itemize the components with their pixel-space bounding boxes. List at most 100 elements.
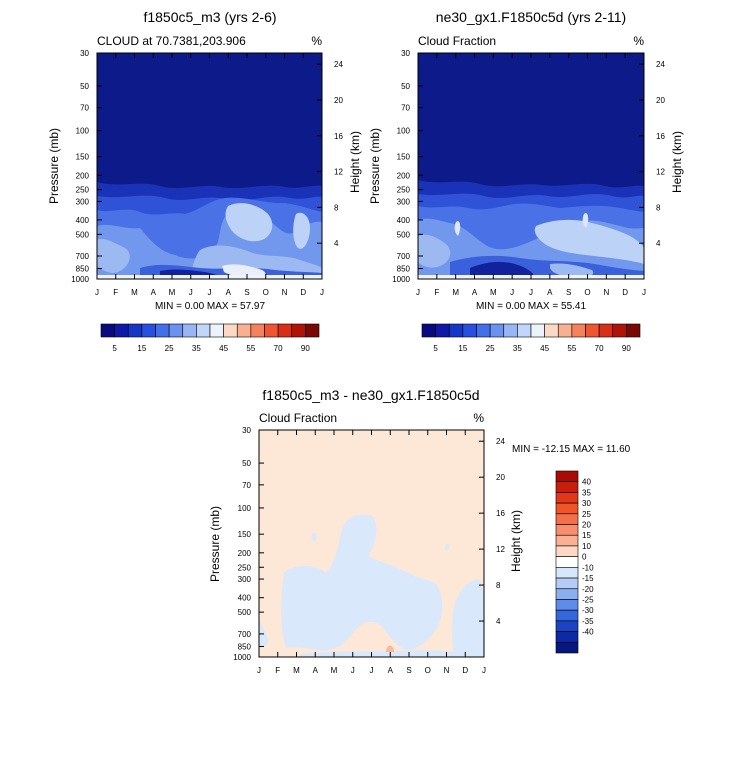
colorbar-box (555, 599, 579, 611)
colorbar-label: 20 (582, 521, 591, 530)
x-tick-label: S (244, 288, 249, 297)
contour-fill (311, 532, 317, 542)
colorbar-box (503, 323, 518, 338)
colorbar-box (555, 567, 579, 579)
x-tick-label: O (263, 288, 269, 297)
y-tick-label: 850 (397, 265, 411, 274)
right-panel-title: ne30_gx1.F1850c5d (yrs 2-11) (436, 9, 626, 25)
colorbar-box (168, 323, 184, 338)
difference-panel: f1850c5_m3 - ne30_gx1.F1850c5d Cloud Fra… (208, 387, 631, 675)
y-tick-label: 300 (76, 197, 90, 206)
right-panel-subtitle: Cloud Fraction (418, 34, 496, 48)
colorbar-label: 35 (582, 488, 591, 497)
x-tick-label: D (622, 288, 628, 297)
x-tick-label: F (275, 666, 280, 675)
diff-min-max: MIN = -12.15 MAX = 11.60 (512, 444, 631, 455)
y-tick-label: 1000 (233, 653, 251, 662)
left-panel-subtitle: CLOUD at 70.7381,203.906 (97, 34, 246, 48)
x-tick-label: N (444, 666, 450, 675)
colorbar-box (544, 323, 559, 338)
y-tick-label: 150 (238, 530, 252, 539)
left-panel-title: f1850c5_m3 (yrs 2-6) (143, 9, 276, 25)
colorbar-box (530, 323, 545, 338)
left-panel: f1850c5_m3 (yrs 2-6) CLOUD at 70.7381,20… (47, 9, 362, 353)
x-tick-label: M (293, 666, 300, 675)
colorbar-box (555, 620, 579, 632)
colorbar-label: 70 (595, 344, 604, 353)
y-tick-label: 30 (401, 49, 410, 58)
height-tick-label: 8 (334, 203, 339, 212)
right-panel-units: % (633, 34, 644, 48)
colorbar-box (236, 323, 252, 338)
colorbar-label: 5 (433, 344, 438, 353)
colorbar-label: 40 (582, 478, 591, 487)
height-tick-label: 20 (496, 473, 505, 482)
colorbar-box (209, 323, 224, 338)
y-tick-label: 100 (238, 504, 252, 513)
y-tick-label: 50 (242, 459, 251, 468)
y-tick-label: 200 (238, 549, 252, 558)
colorbar-box (555, 534, 579, 547)
x-tick-label: J (257, 666, 261, 675)
left-panel-units: % (311, 34, 322, 48)
colorbar-box (555, 545, 579, 557)
diff-y-label: Pressure (mb) (208, 506, 222, 582)
colorbar-label: 90 (622, 344, 631, 353)
height-tick-label: 12 (656, 168, 665, 177)
contour-fill (281, 514, 443, 651)
colorbar-label: -30 (582, 606, 594, 615)
colorbar-box (557, 323, 573, 338)
y-tick-label: 850 (238, 642, 252, 651)
x-tick-label: J (320, 288, 324, 297)
x-tick-label: D (300, 288, 306, 297)
colorbar-label: 55 (567, 344, 576, 353)
y-tick-label: 700 (76, 252, 90, 261)
colorbar-box (476, 323, 491, 338)
contour-fill (582, 213, 589, 228)
height-tick-label: 4 (496, 617, 501, 626)
colorbar-box (489, 323, 505, 338)
height-tick-label: 24 (656, 60, 665, 69)
colorbar-box (612, 323, 627, 338)
y-tick-label: 100 (76, 127, 90, 136)
contour-fill (454, 221, 461, 236)
y-tick-label: 300 (397, 197, 411, 206)
x-tick-label: F (434, 288, 439, 297)
diff-panel-title: f1850c5_m3 - ne30_gx1.F1850c5d (262, 387, 479, 403)
x-tick-label: F (113, 288, 118, 297)
colorbar-box (250, 323, 265, 338)
y-tick-label: 300 (238, 575, 252, 584)
contour-fill (97, 238, 130, 273)
x-tick-label: J (482, 666, 486, 675)
colorbar-box (277, 323, 293, 338)
x-tick-label: M (169, 288, 176, 297)
right-y-label: Pressure (mb) (368, 128, 382, 204)
colorbar-box (517, 323, 532, 338)
x-tick-label: S (406, 666, 411, 675)
x-tick-label: O (584, 288, 590, 297)
colorbar-box (182, 323, 197, 338)
colorbar-box (291, 323, 306, 338)
colorbar-box (555, 502, 579, 515)
contour-fill (534, 219, 644, 264)
y-tick-label: 70 (401, 104, 410, 113)
colorbar-box (421, 323, 436, 338)
x-tick-label: A (313, 666, 319, 675)
y-tick-label: 400 (76, 216, 90, 225)
right-y-label-right: Height (km) (670, 131, 684, 193)
contour-fill (470, 261, 535, 279)
colorbar-label: -40 (582, 628, 594, 637)
colorbar-label: 25 (165, 344, 174, 353)
colorbar-label: -25 (582, 595, 594, 604)
y-tick-label: 1000 (392, 275, 410, 284)
x-tick-label: M (452, 288, 459, 297)
colorbar-box (571, 323, 586, 338)
colorbar-box (555, 588, 579, 600)
y-tick-label: 250 (76, 186, 90, 195)
colorbar-label: -35 (582, 617, 594, 626)
x-tick-label: D (462, 666, 468, 675)
x-tick-label: S (566, 288, 571, 297)
right-panel: ne30_gx1.F1850c5d (yrs 2-11) Cloud Fract… (368, 9, 684, 353)
y-tick-label: 250 (238, 563, 252, 572)
x-tick-label: J (351, 666, 355, 675)
